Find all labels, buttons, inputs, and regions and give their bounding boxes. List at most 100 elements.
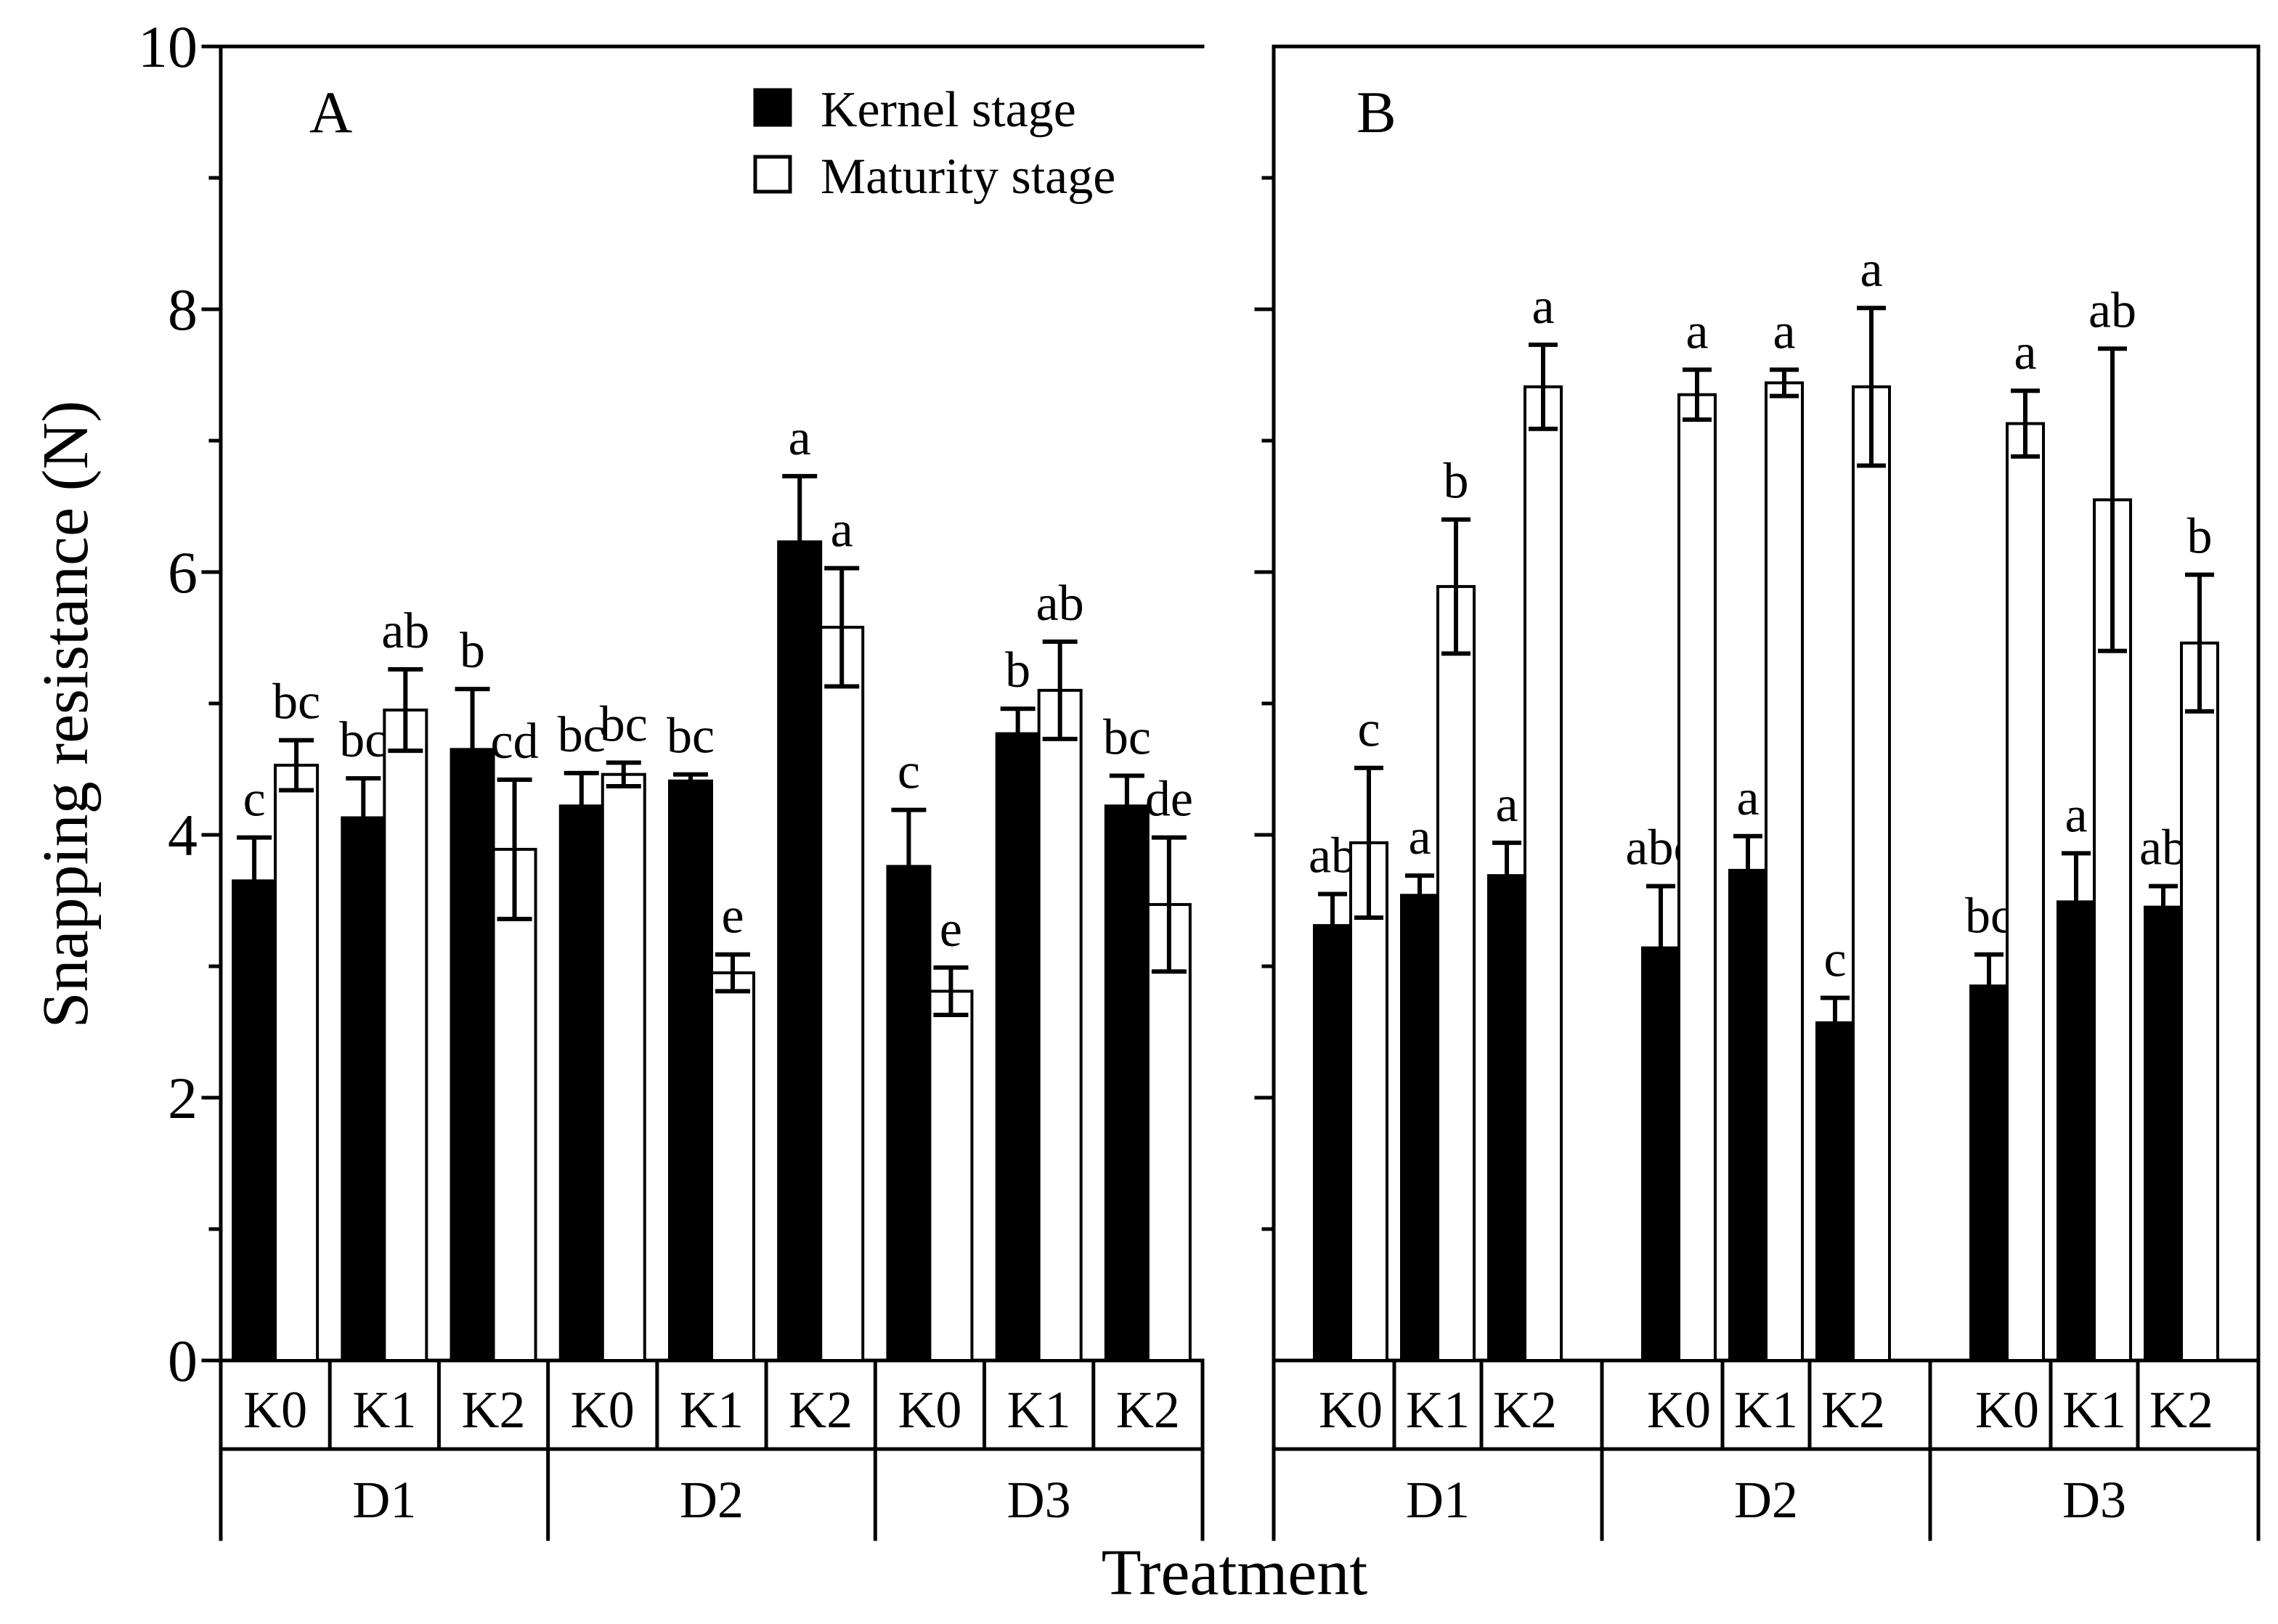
x-subgroup-label: K2	[1493, 1381, 1557, 1439]
x-subgroup-label: K0	[243, 1381, 307, 1439]
significance-letter-panel-a-d1-k2-maturity: cd	[491, 714, 539, 770]
x-subgroup-label: K1	[680, 1381, 744, 1439]
bar-panel-b-d3-k0-kernel	[1969, 984, 2009, 1362]
significance-letter-panel-b-d3-k0-kernel: bc	[1965, 889, 2013, 944]
y-axis-title: Snapping resistance (N)	[30, 401, 102, 1029]
x-subgroup-label: K1	[2062, 1381, 2126, 1439]
significance-letter-panel-a-d2-k2-kernel: a	[789, 410, 811, 466]
significance-letter-panel-a-d3-k1-maturity: ab	[1036, 576, 1084, 632]
bar-panel-a-d3-k1-kernel	[995, 732, 1041, 1362]
significance-letter-panel-a-d2-k0-maturity: bc	[600, 696, 648, 752]
bar-panel-a-d3-k0-maturity	[928, 990, 974, 1362]
bar-panel-a-d1-k0-maturity	[274, 764, 320, 1362]
significance-letter-panel-a-d2-k0-kernel: bc	[558, 707, 606, 763]
y-tick-label: 2	[168, 1065, 198, 1131]
x-subgroup-label: K2	[1821, 1381, 1885, 1439]
bar-panel-a-d3-k2-kernel	[1104, 804, 1150, 1363]
bar-panel-b-d2-k0-maturity	[1677, 393, 1717, 1362]
significance-letter-panel-a-d2-k1-maturity: e	[721, 889, 744, 944]
significance-letter-panel-b-d2-k1-maturity: a	[1773, 303, 1795, 359]
significance-letter-panel-b-d1-k0-maturity: c	[1357, 702, 1380, 758]
y-tick-label: 4	[168, 802, 198, 868]
x-group-label: D3	[2062, 1471, 2126, 1529]
x-subgroup-label: K0	[1647, 1381, 1711, 1439]
y-tick-label: 6	[168, 539, 198, 605]
x-group-label: D2	[680, 1471, 744, 1529]
bar-panel-a-d3-k1-maturity	[1037, 688, 1083, 1362]
bar-panel-b-d1-k1-maturity	[1436, 584, 1476, 1362]
bar-panel-a-d2-k0-kernel	[558, 804, 604, 1363]
panel-label-a: A	[309, 79, 352, 145]
bar-panel-a-d2-k1-kernel	[668, 779, 713, 1363]
significance-letter-panel-b-d1-k2-kernel: a	[1495, 777, 1518, 833]
panel-b-plot: D1K0abcK1abK2aaD2K0abcaK1aaK2caD3K0bcaK1…	[1254, 44, 2261, 1541]
bar-panel-b-d3-k1-kernel	[2057, 900, 2096, 1363]
y-tick-label: 0	[168, 1328, 198, 1394]
significance-letter-panel-b-d2-k2-kernel: c	[1823, 931, 1846, 987]
significance-letter-panel-a-d1-k0-maturity: bc	[272, 674, 320, 730]
bar-panel-a-d2-k2-maturity	[819, 626, 865, 1362]
x-subgroup-label: K0	[1319, 1381, 1383, 1439]
bar-panel-b-d3-k2-maturity	[2180, 641, 2219, 1362]
legend-label-maturity: Maturity stage	[821, 149, 1115, 205]
legend-swatch-maturity	[753, 155, 792, 194]
significance-letter-panel-b-d3-k2-maturity: b	[2187, 509, 2213, 565]
bar-panel-b-d2-k0-kernel	[1641, 946, 1680, 1363]
significance-letter-panel-b-d1-k1-maturity: b	[1444, 454, 1469, 510]
bar-panel-b-d1-k2-kernel	[1487, 874, 1526, 1362]
legend-swatch-kernel	[753, 88, 792, 127]
bar-panel-a-d1-k1-kernel	[341, 816, 386, 1362]
significance-letter-panel-a-d1-k0-kernel: c	[243, 772, 266, 828]
significance-letter-panel-a-d1-k1-kernel: bc	[339, 712, 387, 768]
bar-panel-a-d3-k2-maturity	[1146, 902, 1192, 1363]
bar-panel-a-d1-k2-kernel	[450, 748, 495, 1362]
bar-panel-b-d2-k2-kernel	[1815, 1021, 1855, 1362]
x-subgroup-label: K1	[1734, 1381, 1798, 1439]
bar-panel-a-d1-k1-maturity	[383, 709, 428, 1362]
bar-panel-b-d1-k0-maturity	[1349, 841, 1388, 1362]
bar-panel-b-d2-k2-maturity	[1852, 385, 1891, 1362]
plot-panels: 0246810D1K0cbcK1bcabK2bcdD2K0bcbcK1bceK2…	[138, 14, 2261, 1541]
bar-panel-b-d1-k0-kernel	[1313, 923, 1352, 1362]
significance-letter-panel-a-d1-k2-kernel: b	[460, 623, 485, 679]
significance-letter-panel-b-d3-k1-kernel: a	[2065, 787, 2087, 843]
bar-panel-a-d1-k2-maturity	[492, 847, 537, 1363]
x-group-label: D3	[1007, 1471, 1071, 1529]
significance-letter-panel-b-d2-k2-maturity: a	[1860, 242, 1882, 298]
significance-letter-panel-a-d3-k2-maturity: de	[1145, 772, 1193, 828]
x-subgroup-label: K2	[1116, 1381, 1180, 1439]
significance-letter-panel-b-d2-k0-maturity: a	[1685, 303, 1708, 359]
bar-panel-b-d2-k1-kernel	[1728, 868, 1768, 1362]
panel-label-b: B	[1356, 79, 1396, 145]
bar-panel-b-d1-k1-kernel	[1400, 894, 1439, 1362]
x-subgroup-label: K0	[898, 1381, 961, 1439]
x-subgroup-label: K1	[1406, 1381, 1470, 1439]
significance-letter-panel-b-d3-k1-maturity: ab	[2088, 282, 2136, 338]
bar-panel-b-d2-k1-maturity	[1765, 381, 1804, 1362]
y-tick-label: 8	[168, 277, 198, 343]
x-subgroup-label: K0	[1975, 1381, 2039, 1439]
x-group-label: D1	[1406, 1471, 1470, 1529]
significance-letter-panel-b-d3-k2-kernel: ab	[2139, 820, 2187, 876]
bar-panel-a-d2-k0-maturity	[601, 772, 646, 1362]
y-tick-label: 10	[138, 14, 198, 80]
bar-panel-a-d2-k2-kernel	[777, 540, 823, 1362]
significance-letter-panel-b-d2-k1-kernel: a	[1736, 770, 1759, 826]
significance-letter-panel-a-d3-k1-kernel: b	[1005, 642, 1030, 698]
bar-panel-a-d3-k0-kernel	[886, 865, 932, 1362]
x-group-label: D1	[352, 1471, 416, 1529]
significance-letter-panel-a-d2-k1-kernel: bc	[667, 709, 715, 764]
significance-letter-panel-b-d1-k1-kernel: a	[1408, 809, 1431, 865]
bar-panel-a-d2-k1-maturity	[710, 971, 755, 1363]
bar-panel-b-d3-k2-kernel	[2144, 905, 2183, 1363]
bar-panel-a-d1-k0-kernel	[232, 879, 277, 1362]
x-subgroup-label: K1	[352, 1381, 416, 1439]
panel-a-plot: 0246810D1K0cbcK1bcabK2bcdD2K0bcbcK1bceK2…	[138, 14, 1205, 1541]
x-subgroup-label: K2	[789, 1381, 853, 1439]
x-group-label: D2	[1734, 1471, 1798, 1529]
bar-panel-b-d3-k0-maturity	[2006, 422, 2045, 1362]
x-axis-title: Treatment	[1102, 1537, 1368, 1609]
significance-letter-panel-b-d3-k0-maturity: a	[2014, 325, 2036, 380]
bar-panel-b-d1-k2-maturity	[1524, 385, 1563, 1362]
